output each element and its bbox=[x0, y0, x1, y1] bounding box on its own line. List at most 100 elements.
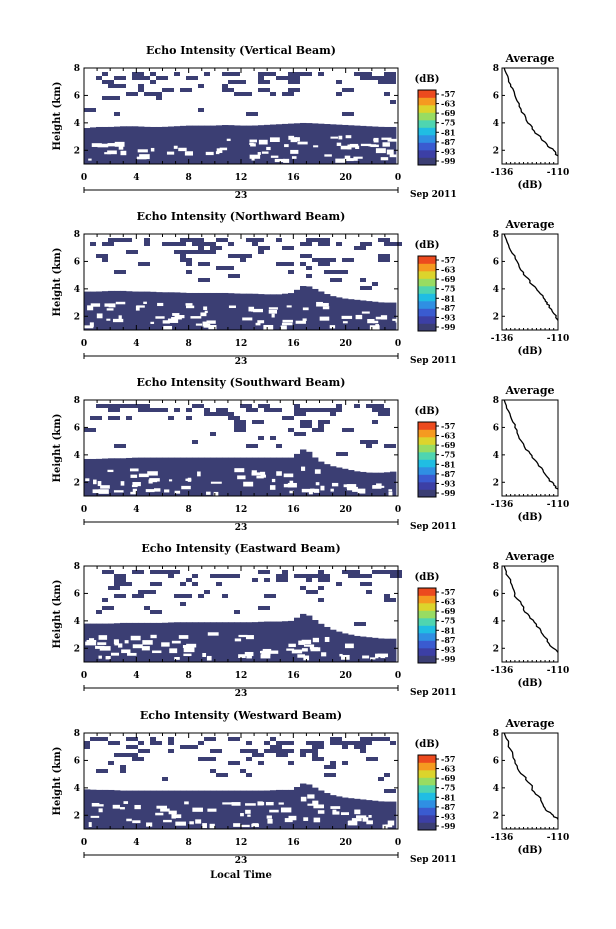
echo-layer-cell bbox=[354, 635, 361, 662]
echo-gap bbox=[202, 823, 207, 829]
echo-gap bbox=[380, 157, 389, 161]
echo-gap bbox=[284, 818, 293, 823]
avg-y-tick-label: 6 bbox=[493, 589, 499, 599]
echo-patch bbox=[324, 765, 336, 769]
echo-layer-cell bbox=[210, 622, 217, 662]
y-tick-label: 4 bbox=[74, 451, 80, 461]
echo-patch bbox=[246, 741, 252, 745]
echo-layer-cell bbox=[252, 457, 259, 496]
echo-patch bbox=[300, 574, 312, 578]
echo-patch bbox=[156, 96, 162, 100]
echo-patch bbox=[258, 606, 270, 610]
colorbar-label: -57 bbox=[441, 255, 455, 265]
colorbar-label: -93 bbox=[441, 644, 456, 654]
echo-gap bbox=[112, 318, 124, 323]
echo-gap bbox=[205, 151, 214, 156]
echo-gap bbox=[317, 810, 325, 814]
echo-gap bbox=[87, 305, 94, 311]
echo-gap bbox=[342, 321, 348, 324]
echo-layer-cell bbox=[84, 458, 91, 496]
echo-gap bbox=[298, 640, 305, 645]
echo-patch bbox=[198, 242, 204, 246]
echo-gap bbox=[169, 648, 178, 654]
echo-layer-cell bbox=[180, 292, 187, 330]
y-tick-label: 2 bbox=[74, 478, 80, 488]
colorbar-swatch bbox=[418, 157, 436, 166]
echo-patch bbox=[144, 92, 156, 96]
echo-layer-cell bbox=[156, 790, 163, 829]
echo-patch bbox=[234, 72, 240, 76]
echo-patch bbox=[378, 254, 390, 258]
echo-patch bbox=[138, 88, 144, 92]
echo-patch bbox=[282, 246, 294, 250]
echo-gap bbox=[93, 479, 97, 485]
x-tick-label: 20 bbox=[339, 838, 352, 848]
echo-patch bbox=[90, 242, 96, 246]
echo-gap bbox=[271, 313, 275, 318]
echo-patch bbox=[186, 238, 192, 242]
echo-layer-cell bbox=[300, 783, 307, 829]
colorbar-swatch bbox=[418, 785, 436, 793]
echo-patch bbox=[192, 582, 198, 586]
colorbar-unit: (dB) bbox=[415, 406, 440, 417]
echo-gap bbox=[219, 147, 228, 151]
avg-y-tick-label: 2 bbox=[493, 146, 499, 156]
echo-layer-cell bbox=[96, 458, 103, 496]
echo-patch bbox=[348, 570, 354, 574]
echo-patch bbox=[390, 570, 402, 574]
y-tick-label: 8 bbox=[74, 729, 80, 739]
echo-patch bbox=[114, 574, 126, 578]
echo-patch bbox=[198, 278, 210, 282]
echo-patch bbox=[108, 408, 120, 412]
echo-layer-cell bbox=[192, 622, 199, 662]
colorbar-swatch bbox=[418, 127, 436, 136]
echo-patch bbox=[378, 258, 390, 262]
echo-gap bbox=[314, 469, 321, 474]
echo-layer-cell bbox=[126, 790, 133, 829]
echo-gap bbox=[322, 306, 330, 310]
echo-gap bbox=[206, 655, 212, 661]
x-tick-label: 0 bbox=[81, 173, 87, 183]
echo-gap bbox=[284, 144, 289, 148]
echo-layer-cell bbox=[372, 637, 379, 662]
echo-gap bbox=[85, 478, 90, 482]
echo-patch bbox=[270, 436, 276, 440]
colorbar-label: -75 bbox=[441, 118, 455, 128]
colorbar-swatch bbox=[418, 150, 436, 158]
echo-patch bbox=[228, 761, 240, 765]
echo-gap bbox=[231, 802, 241, 806]
echo-layer-cell bbox=[174, 790, 181, 829]
echo-gap bbox=[157, 302, 164, 307]
avg-y-tick-label: 4 bbox=[493, 784, 499, 794]
echo-patch bbox=[114, 444, 126, 448]
echo-patch bbox=[240, 428, 246, 432]
echo-layer-cell bbox=[210, 457, 217, 496]
echo-patch bbox=[306, 266, 312, 270]
echo-layer-cell bbox=[300, 449, 307, 496]
echo-gap bbox=[130, 635, 141, 641]
echo-gap bbox=[132, 644, 143, 649]
echo-layer-cell bbox=[276, 621, 283, 662]
echo-patch bbox=[168, 749, 174, 753]
echo-patch bbox=[318, 238, 330, 242]
echo-patch bbox=[360, 745, 366, 749]
colorbar-swatch bbox=[418, 293, 436, 302]
echo-gap bbox=[291, 156, 297, 159]
echo-gap bbox=[222, 802, 233, 805]
echo-layer-cell bbox=[264, 294, 271, 330]
echo-gap bbox=[312, 637, 320, 643]
echo-gap bbox=[97, 481, 102, 487]
panel-title: Echo Intensity (Northward Beam) bbox=[137, 210, 346, 223]
echo-gap bbox=[269, 485, 276, 490]
echo-gap bbox=[185, 305, 195, 309]
echo-layer-cell bbox=[276, 294, 283, 330]
echo-patch bbox=[384, 737, 390, 741]
colorbar-label: -93 bbox=[441, 146, 456, 156]
colorbar-label: -87 bbox=[441, 137, 455, 147]
echo-gap bbox=[348, 820, 353, 824]
echo-gap bbox=[174, 657, 180, 660]
echo-layer-cell bbox=[288, 123, 295, 164]
echo-layer-cell bbox=[150, 622, 157, 662]
echo-layer-cell bbox=[240, 790, 247, 829]
echo-layer-cell bbox=[276, 124, 283, 164]
